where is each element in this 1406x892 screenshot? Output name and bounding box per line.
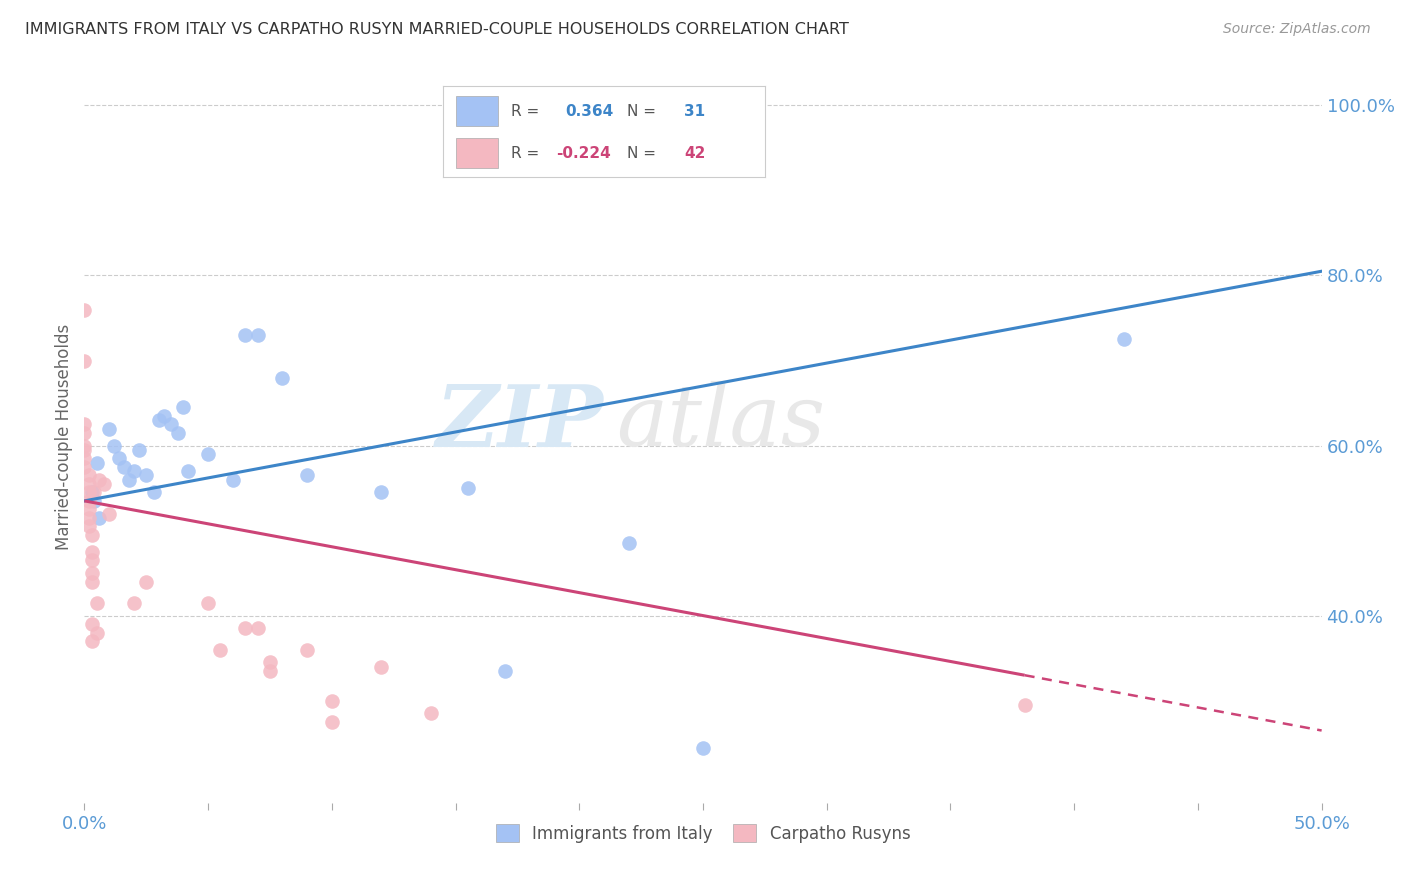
Point (148, 413, 170, 427)
Point (152, 409, 174, 423)
Point (80, 485, 103, 500)
Point (98, 507, 121, 521)
Point (79, 476, 101, 491)
Point (80, 566, 103, 581)
Point (98, 421, 121, 435)
Point (83, 494, 105, 508)
Point (246, 328, 269, 343)
Point (271, 370, 294, 384)
Point (86, 596, 108, 610)
Point (89, 511, 111, 525)
Point (167, 425, 190, 440)
Point (142, 485, 165, 500)
Point (73, 417, 96, 432)
Point (259, 664, 281, 678)
Point (321, 694, 343, 708)
Point (246, 622, 269, 636)
Point (160, 417, 183, 432)
Point (86, 625, 108, 640)
Point (73, 425, 96, 440)
Point (83, 485, 105, 500)
Point (209, 642, 232, 657)
Point (494, 664, 516, 678)
Point (112, 459, 135, 474)
Text: Source: ZipAtlas.com: Source: ZipAtlas.com (1223, 22, 1371, 37)
Point (177, 464, 200, 478)
Point (457, 481, 479, 495)
Point (80, 553, 103, 567)
Point (89, 473, 111, 487)
Point (197, 447, 219, 461)
Point (370, 485, 392, 500)
Point (128, 442, 150, 457)
Point (259, 656, 281, 670)
Text: ZIP: ZIP (436, 381, 605, 464)
Point (73, 459, 96, 474)
Point (79, 511, 101, 525)
Point (172, 401, 194, 415)
Point (80, 545, 103, 559)
Point (108, 451, 131, 466)
Point (79, 502, 101, 516)
Point (73, 442, 96, 457)
Point (370, 659, 392, 673)
Point (321, 714, 343, 729)
Point (135, 574, 157, 589)
Point (197, 596, 219, 610)
Point (80, 528, 103, 542)
Point (79, 494, 101, 508)
Point (295, 468, 318, 483)
Point (73, 353, 96, 368)
Legend: Immigrants from Italy, Carpatho Rusyns: Immigrants from Italy, Carpatho Rusyns (489, 818, 917, 849)
Point (1112, 332, 1135, 346)
Point (617, 536, 640, 550)
Point (222, 473, 245, 487)
Point (73, 439, 96, 453)
Point (122, 464, 145, 478)
Point (419, 706, 441, 721)
Point (122, 596, 145, 610)
Point (118, 473, 141, 487)
Point (93, 476, 115, 491)
Point (80, 574, 103, 589)
Point (79, 485, 101, 500)
Point (79, 519, 101, 533)
Point (73, 302, 96, 317)
Text: atlas: atlas (616, 381, 825, 464)
Point (80, 617, 103, 632)
Point (233, 328, 256, 343)
Point (79, 468, 101, 483)
Point (103, 439, 125, 453)
Point (692, 740, 714, 755)
Point (233, 622, 256, 636)
Text: IMMIGRANTS FROM ITALY VS CARPATHO RUSYN MARRIED-COUPLE HOUSEHOLDS CORRELATION CH: IMMIGRANTS FROM ITALY VS CARPATHO RUSYN … (25, 22, 849, 37)
Y-axis label: Married-couple Households: Married-couple Households (55, 324, 73, 550)
Point (135, 468, 157, 483)
Point (295, 642, 318, 657)
Point (86, 456, 108, 470)
Point (73, 451, 96, 466)
Point (1014, 698, 1036, 712)
Point (80, 634, 103, 648)
